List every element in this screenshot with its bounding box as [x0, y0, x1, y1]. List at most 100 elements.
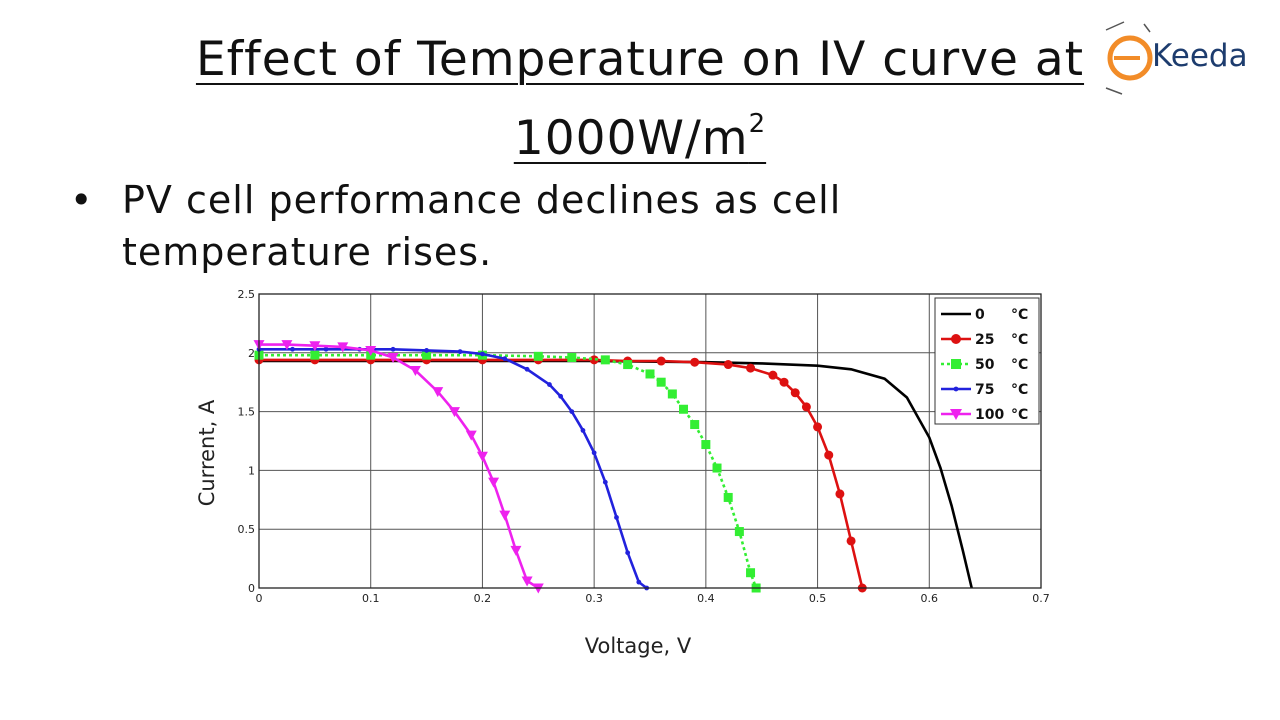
data-point	[323, 346, 329, 352]
data-point	[625, 550, 631, 556]
data-point	[569, 409, 575, 414]
y-tick-label: 0	[248, 582, 255, 595]
data-point	[779, 377, 789, 387]
data-point	[950, 409, 962, 420]
legend-entry: 0 °C	[941, 307, 1028, 323]
y-tick-label: 2	[248, 347, 255, 360]
data-point	[281, 340, 293, 351]
data-point	[951, 334, 961, 344]
x-tick-label: 0.1	[362, 592, 380, 605]
legend-entry: 75 °C	[941, 382, 1028, 398]
legend-label: 75	[975, 382, 994, 398]
x-tick-label: 0	[256, 592, 263, 605]
ekeeda-logo: Keeda	[1104, 18, 1264, 98]
data-point	[746, 363, 756, 373]
x-tick-label: 0.6	[921, 592, 939, 605]
data-point	[951, 359, 961, 369]
data-point	[290, 346, 295, 352]
y-tick-label: 2.5	[238, 288, 256, 301]
data-point	[533, 351, 543, 361]
data-point	[846, 536, 856, 546]
data-point	[835, 489, 845, 499]
data-point	[636, 579, 642, 585]
data-point	[310, 350, 320, 360]
data-point	[390, 346, 396, 352]
data-point	[591, 450, 597, 456]
data-point	[614, 515, 619, 520]
x-tick-label: 0.7	[1032, 592, 1050, 605]
data-point	[813, 422, 823, 432]
data-point	[734, 527, 744, 537]
data-point	[510, 545, 522, 556]
chart-ticks: 0 0.1 0.2 0.3 0.4 0.5 0.6 0.7 0 0.5 1 1.5 2 2.5	[238, 288, 1050, 605]
data-point	[746, 568, 756, 578]
data-point	[387, 353, 399, 364]
data-point	[580, 428, 586, 433]
data-point	[457, 349, 463, 355]
data-point	[521, 576, 533, 587]
bullet-text: PV cell performance declines as cell tem…	[122, 178, 842, 274]
legend-entry: 50 °C	[941, 357, 1028, 373]
legend-label: 0	[975, 307, 985, 323]
logo-mark-icon	[1105, 21, 1153, 95]
data-point	[476, 451, 488, 462]
data-point	[953, 386, 959, 392]
chart-series	[253, 340, 973, 594]
series-line	[259, 353, 758, 589]
chart-grid	[258, 293, 1042, 589]
data-point	[723, 360, 733, 370]
data-point	[465, 430, 477, 441]
bullet-dot-icon: •	[70, 178, 94, 222]
data-point	[558, 393, 564, 399]
data-point	[547, 382, 552, 387]
data-point	[712, 463, 722, 473]
data-point	[667, 389, 677, 399]
y-tick-label: 1	[248, 464, 255, 477]
data-point	[701, 440, 711, 450]
data-point	[679, 404, 689, 414]
x-tick-label: 0.4	[697, 592, 715, 605]
data-point	[502, 356, 508, 362]
data-point	[656, 377, 666, 387]
data-point	[690, 357, 700, 367]
chart-frame	[258, 293, 1042, 589]
data-point	[790, 388, 800, 398]
data-point	[365, 345, 377, 356]
legend-entry: 100 °C	[941, 407, 1028, 423]
plot-area	[259, 294, 1041, 588]
data-point	[424, 348, 429, 353]
data-point	[589, 355, 599, 365]
data-point	[480, 351, 485, 357]
plot-border	[258, 293, 1042, 589]
legend-label: 50	[975, 357, 995, 373]
logo-text: Keeda	[1152, 38, 1248, 74]
bullet-point: • PV cell performance declines as cell t…	[70, 174, 970, 278]
legend-entry: 25 °C	[941, 332, 1028, 348]
data-point	[524, 366, 530, 372]
data-point	[801, 402, 811, 412]
data-point	[567, 353, 577, 363]
data-point	[422, 350, 432, 360]
title-line-2-text: 1000W/m	[513, 111, 749, 166]
x-tick-label: 0.5	[809, 592, 827, 605]
data-point	[768, 370, 778, 380]
data-point	[409, 365, 421, 376]
title-superscript: 2	[748, 109, 767, 139]
series-line	[259, 343, 539, 590]
data-point	[309, 341, 321, 352]
data-point	[690, 420, 700, 430]
data-point	[432, 387, 444, 398]
legend-label: 25	[975, 332, 994, 348]
data-point	[488, 477, 500, 488]
data-point	[449, 407, 460, 418]
data-point	[600, 355, 610, 365]
data-point	[337, 342, 349, 353]
slide-title: Effect of Temperature on IV curve at 100…	[0, 28, 1280, 171]
legend-label: 100	[975, 407, 1004, 423]
x-tick-label: 0.3	[585, 592, 603, 605]
data-point	[499, 510, 511, 521]
title-line-1: Effect of Temperature on IV curve at	[195, 32, 1085, 87]
data-point	[656, 356, 666, 366]
x-axis-label: Voltage, V	[585, 634, 692, 658]
